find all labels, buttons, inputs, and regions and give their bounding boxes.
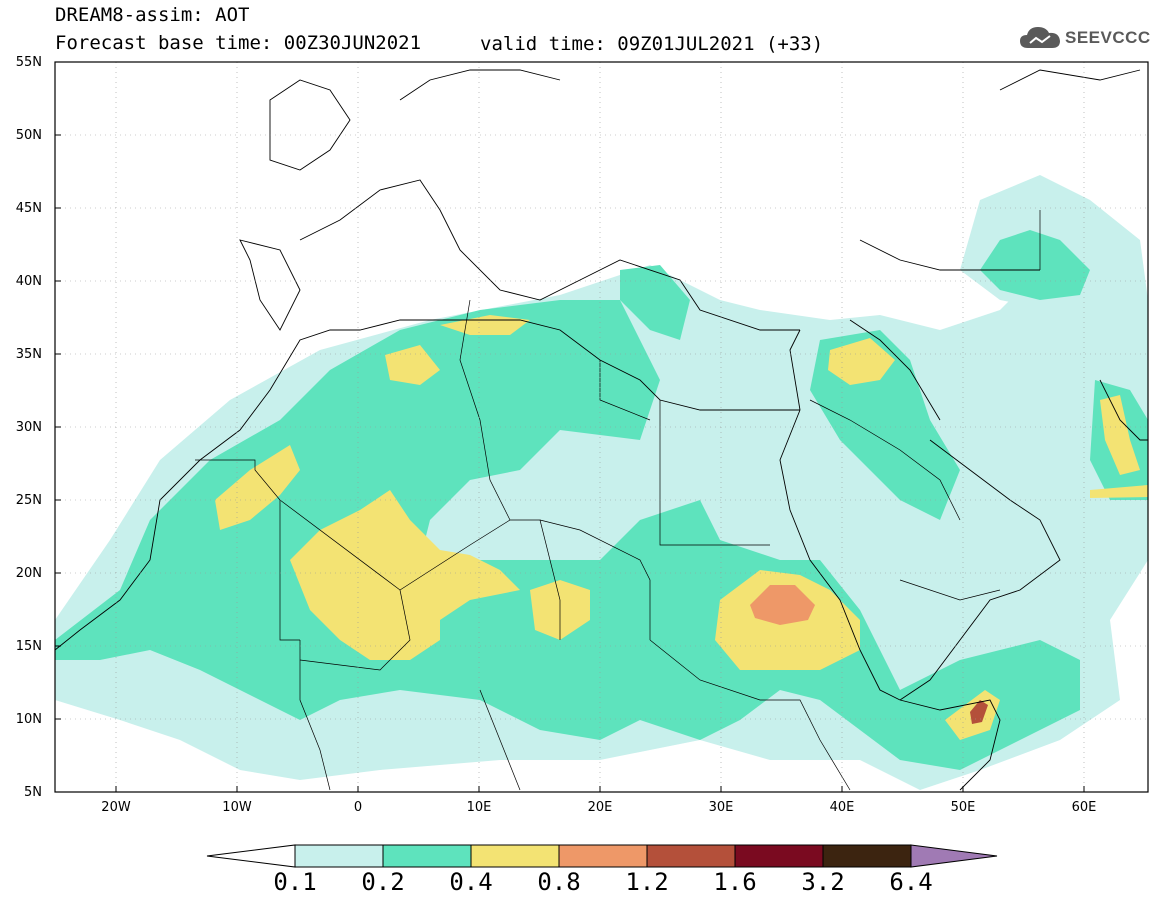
lat-label: 20N — [15, 566, 42, 581]
seevccc-logo: SEEVCCC — [1018, 24, 1151, 52]
axis-ticks — [55, 61, 1085, 793]
colorbar-swatch — [558, 844, 648, 868]
colorbar-label: 0.8 — [537, 868, 581, 896]
lon-label: 40E — [829, 800, 855, 815]
lon-label: 60E — [1071, 800, 1097, 815]
colorbar-swatch — [822, 844, 912, 868]
graticule — [55, 62, 1148, 792]
lat-label: 55N — [15, 55, 42, 70]
colorbar-label: 0.4 — [449, 868, 493, 896]
colorbar-label: 1.6 — [713, 868, 757, 896]
lon-label: 20W — [101, 800, 131, 815]
colorbar-swatch — [382, 844, 472, 868]
lon-label: 30E — [708, 800, 734, 815]
valid-time: valid time: 09Z01JUL2021 (+33) — [480, 33, 824, 55]
lat-label: 10N — [15, 712, 42, 727]
colorbar-swatch — [294, 844, 384, 868]
lon-label: 0 — [353, 800, 363, 815]
lon-label: 20E — [587, 800, 613, 815]
cloud-icon — [1020, 27, 1060, 48]
lat-label: 45N — [15, 201, 42, 216]
borders — [195, 210, 1041, 791]
aot-contour-0.4 — [215, 445, 300, 530]
colorbar-label: 0.2 — [361, 868, 405, 896]
aot-contour-0.4 — [828, 338, 895, 385]
lon-label: 10W — [222, 800, 252, 815]
aot-contour-0.4 — [385, 345, 440, 385]
colorbar-label: 0.1 — [273, 868, 317, 896]
lon-label: 10E — [466, 800, 492, 815]
aot-contour-0.2 — [980, 230, 1090, 300]
lat-label: 25N — [15, 493, 42, 508]
colorbar-low-arrow — [206, 844, 296, 868]
lat-label: 15N — [15, 639, 42, 654]
colorbar-swatch — [470, 844, 560, 868]
aot-contour-0.4 — [1100, 395, 1140, 475]
colorbar-swatch — [646, 844, 736, 868]
lat-label: 35N — [15, 347, 42, 362]
colorbar-label: 6.4 — [889, 868, 933, 896]
aot-contour-0.2 — [620, 265, 690, 340]
aot-contour-0.4 — [290, 490, 520, 660]
lon-label: 50E — [950, 800, 976, 815]
colorbar-high-arrow — [910, 844, 998, 868]
lat-label: 40N — [15, 274, 42, 289]
logo-text: SEEVCCC — [1065, 28, 1151, 47]
lat-label: 5N — [24, 785, 42, 800]
coastlines — [55, 69, 1148, 791]
forecast-base-time: Forecast base time: 00Z30JUN2021 — [55, 32, 422, 54]
lat-label: 50N — [15, 128, 42, 143]
colorbar-label: 3.2 — [801, 868, 845, 896]
colorbar-swatch — [734, 844, 824, 868]
aot-contour-1.2 — [970, 700, 988, 724]
aot-contour-0.4 — [1090, 485, 1148, 498]
map-title: DREAM8-assim: AOT — [55, 4, 250, 26]
colorbar-label: 1.2 — [625, 868, 669, 896]
aot-contour-0.8 — [750, 585, 815, 625]
lat-label: 30N — [15, 420, 42, 435]
